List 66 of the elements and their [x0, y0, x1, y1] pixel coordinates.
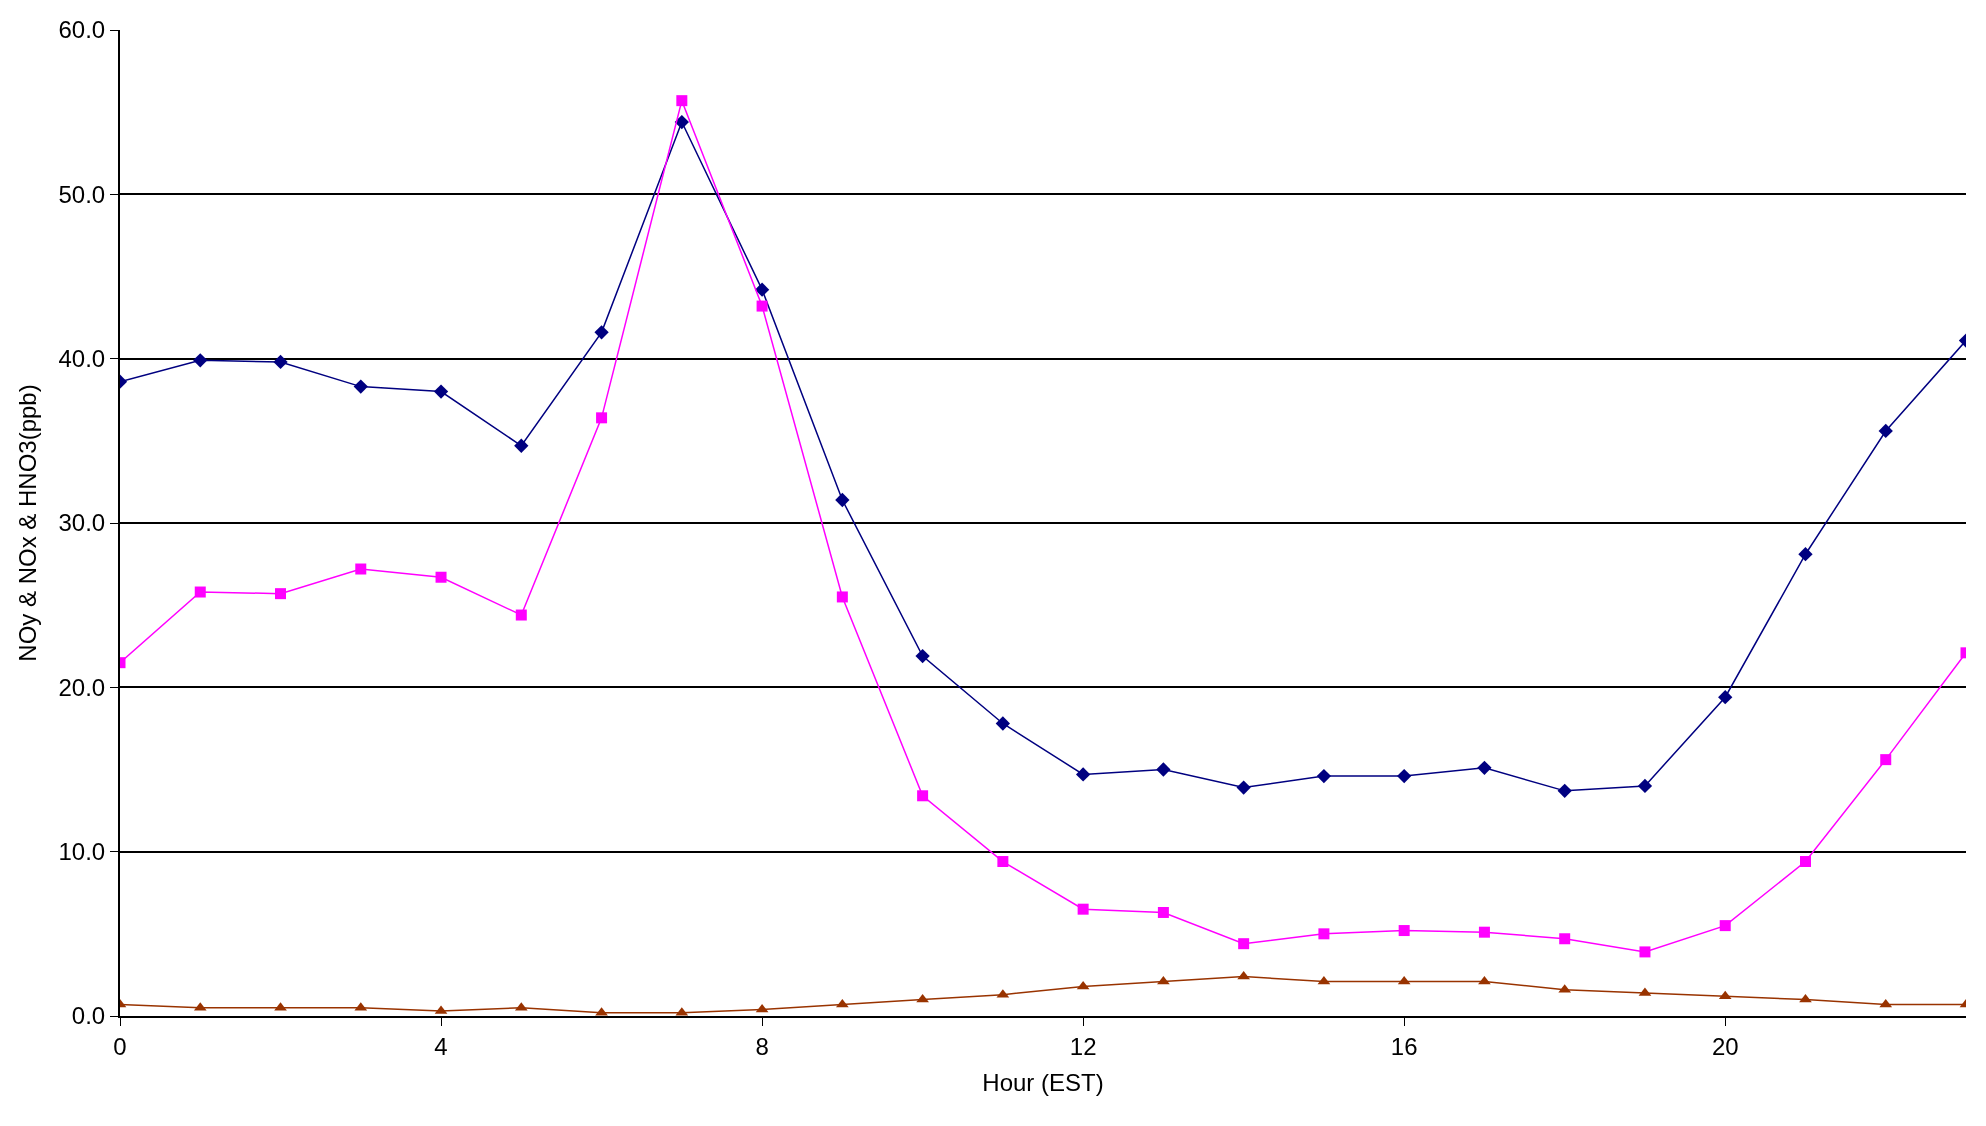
- point: [515, 609, 527, 621]
- point: [1397, 975, 1411, 985]
- point: [596, 412, 608, 424]
- point: [594, 325, 609, 340]
- y-tick-label: 10.0: [58, 838, 106, 866]
- point: [1799, 856, 1811, 868]
- y-tick-label: 0.0: [71, 1002, 106, 1030]
- point: [676, 95, 688, 107]
- point: [1317, 975, 1331, 985]
- point: [1798, 547, 1813, 562]
- point: [1559, 933, 1571, 945]
- point: [275, 588, 287, 600]
- x-tick-label: 8: [755, 1032, 769, 1060]
- y-tick-label: 20.0: [58, 673, 106, 701]
- point: [915, 648, 930, 664]
- y-tick-label: 50.0: [58, 180, 106, 208]
- point: [1318, 928, 1330, 940]
- point: [1238, 938, 1250, 950]
- point: [435, 571, 447, 583]
- point: [1637, 778, 1653, 794]
- point: [917, 790, 929, 802]
- point: [1076, 980, 1090, 990]
- point: [193, 353, 208, 368]
- point: [1880, 754, 1892, 766]
- point: [997, 856, 1009, 868]
- x-tick-label: 20: [1711, 1032, 1739, 1060]
- point: [1557, 783, 1572, 799]
- point: [194, 586, 206, 598]
- x-tick-label: 0: [113, 1032, 127, 1060]
- point: [1398, 925, 1410, 937]
- point: [1478, 926, 1490, 938]
- point: [1157, 906, 1169, 918]
- point: [1397, 768, 1412, 784]
- point: [273, 354, 288, 370]
- point: [1878, 423, 1893, 439]
- x-tick-label: 16: [1390, 1032, 1418, 1060]
- y-tick-label: 60.0: [58, 16, 106, 44]
- point: [995, 716, 1011, 731]
- x-axis-title: Hour (EST): [982, 1068, 1104, 1096]
- point: [1075, 767, 1091, 782]
- point: [1157, 975, 1170, 985]
- point: [756, 300, 768, 312]
- point: [1156, 762, 1171, 777]
- point: [353, 379, 368, 394]
- point: [1077, 903, 1089, 915]
- point: [1477, 760, 1492, 776]
- x-tick-label: 12: [1069, 1032, 1097, 1060]
- point: [1639, 946, 1651, 958]
- point: [1316, 768, 1332, 784]
- point: [1718, 990, 1732, 1000]
- y-axis-title: NOy & NOx & HNO3(ppb): [14, 384, 42, 662]
- point: [1719, 920, 1731, 932]
- point: [433, 384, 449, 399]
- point: [355, 563, 367, 575]
- point: [754, 282, 770, 297]
- point: [1478, 975, 1491, 985]
- point: [836, 591, 848, 603]
- point: [755, 1003, 769, 1013]
- point: [514, 438, 529, 453]
- y-tick-label: 30.0: [58, 509, 106, 537]
- y-tick-label: 40.0: [58, 345, 106, 373]
- point: [1718, 690, 1733, 705]
- point: [1236, 780, 1251, 795]
- x-tick-label: 4: [434, 1032, 448, 1060]
- point: [835, 492, 850, 508]
- point: [674, 114, 689, 130]
